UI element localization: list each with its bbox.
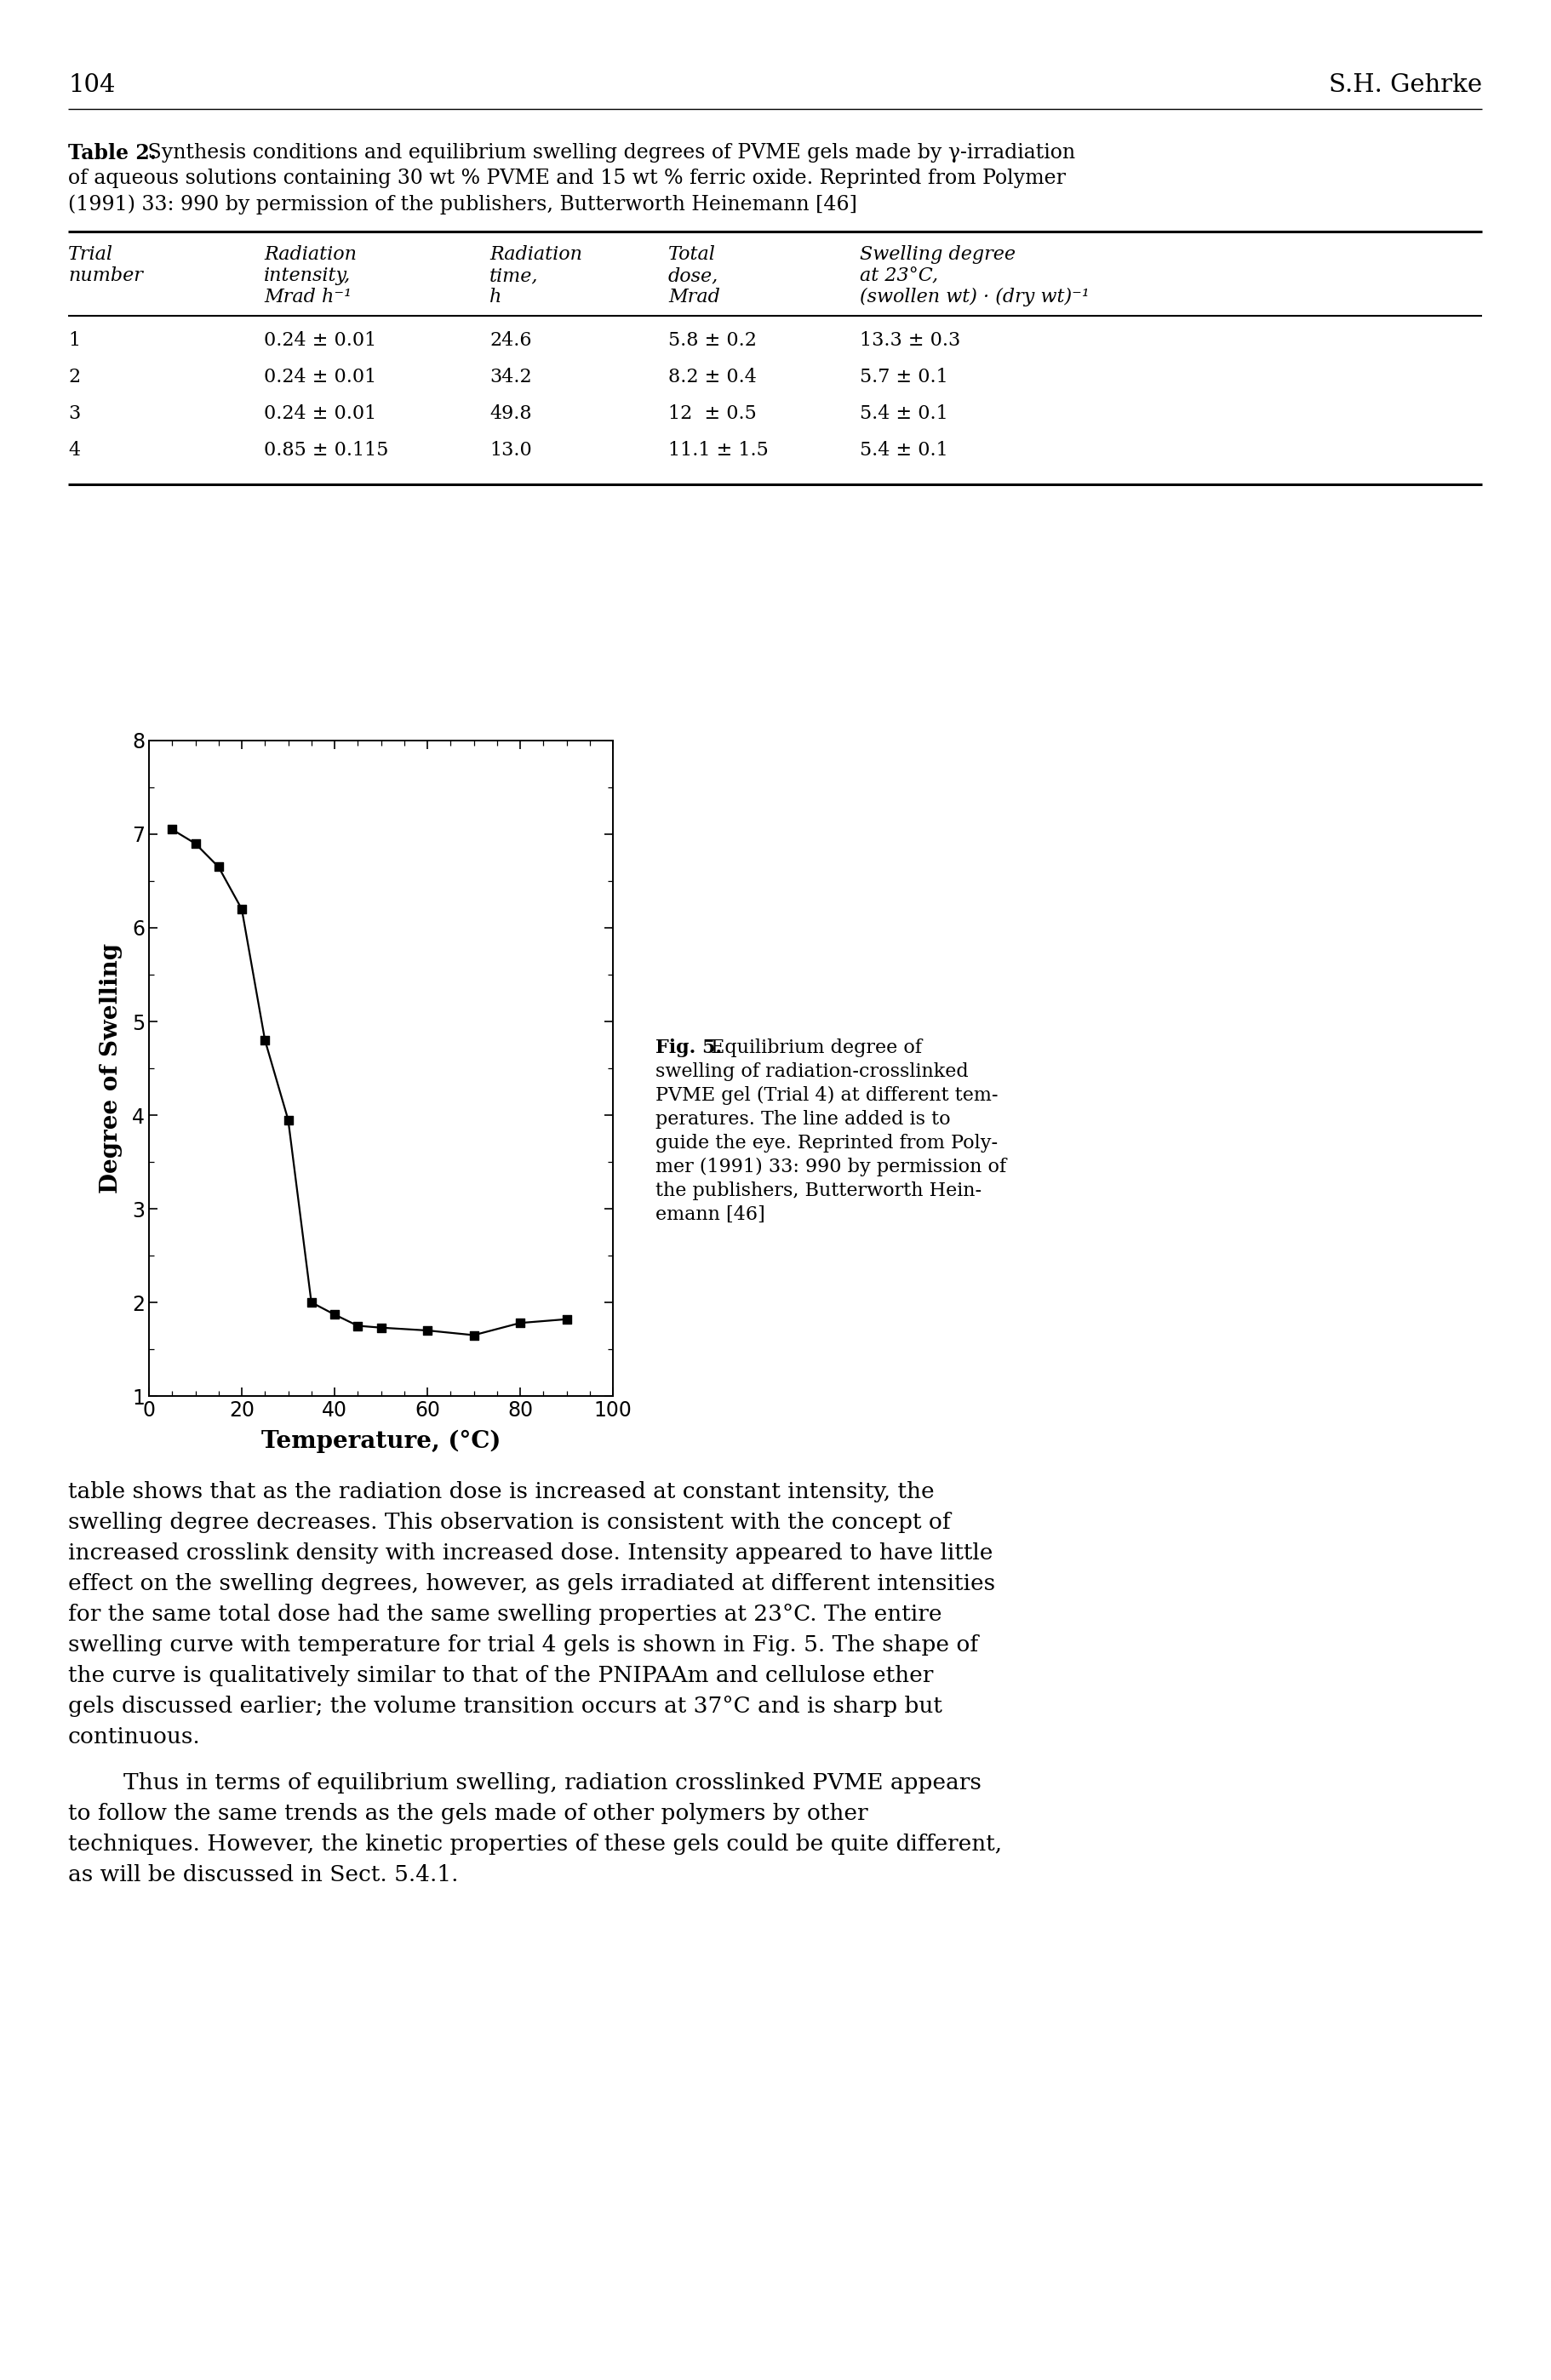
Text: as will be discussed in Sect. 5.4.1.: as will be discussed in Sect. 5.4.1. — [68, 1864, 459, 1885]
Text: mer (1991) 33: 990 by permission of: mer (1991) 33: 990 by permission of — [656, 1157, 1007, 1176]
Y-axis label: Degree of Swelling: Degree of Swelling — [99, 942, 123, 1192]
X-axis label: Temperature, (°C): Temperature, (°C) — [261, 1430, 501, 1454]
Point — [160, 812, 185, 850]
Text: guide the eye. Reprinted from Poly-: guide the eye. Reprinted from Poly- — [656, 1133, 997, 1152]
Text: 34.2: 34.2 — [490, 369, 532, 386]
Text: table shows that as the radiation dose is increased at constant intensity, the: table shows that as the radiation dose i… — [68, 1480, 934, 1502]
Text: Fig. 5.: Fig. 5. — [656, 1038, 721, 1057]
Text: intensity,: intensity, — [264, 267, 351, 286]
Point — [369, 1309, 394, 1347]
Text: S.H. Gehrke: S.H. Gehrke — [1329, 74, 1483, 98]
Text: increased crosslink density with increased dose. Intensity appeared to have litt: increased crosslink density with increas… — [68, 1542, 993, 1564]
Text: 12  ± 0.5: 12 ± 0.5 — [668, 405, 757, 424]
Text: the publishers, Butterworth Hein-: the publishers, Butterworth Hein- — [656, 1180, 982, 1200]
Text: 5.4 ± 0.1: 5.4 ± 0.1 — [859, 440, 948, 459]
Point — [346, 1307, 371, 1345]
Text: Thus in terms of equilibrium swelling, radiation crosslinked PVME appears: Thus in terms of equilibrium swelling, r… — [124, 1773, 982, 1795]
Point — [253, 1021, 278, 1059]
Text: 0.24 ± 0.01: 0.24 ± 0.01 — [264, 369, 377, 386]
Text: 0.24 ± 0.01: 0.24 ± 0.01 — [264, 405, 377, 424]
Text: 24.6: 24.6 — [490, 331, 532, 350]
Point — [461, 1316, 485, 1354]
Text: 11.1 ± 1.5: 11.1 ± 1.5 — [668, 440, 768, 459]
Text: (1991) 33: 990 by permission of the publishers, Butterworth Heinemann [46]: (1991) 33: 990 by permission of the publ… — [68, 195, 858, 214]
Text: 5.4 ± 0.1: 5.4 ± 0.1 — [859, 405, 948, 424]
Point — [183, 823, 208, 862]
Point — [554, 1299, 579, 1338]
Text: peratures. The line added is to: peratures. The line added is to — [656, 1109, 951, 1128]
Text: 0.24 ± 0.01: 0.24 ± 0.01 — [264, 331, 377, 350]
Text: the curve is qualitatively similar to that of the PNIPAAm and cellulose ether: the curve is qualitatively similar to th… — [68, 1666, 934, 1687]
Text: of aqueous solutions containing 30 wt % PVME and 15 wt % ferric oxide. Reprinted: of aqueous solutions containing 30 wt % … — [68, 169, 1066, 188]
Text: swelling curve with temperature for trial 4 gels is shown in Fig. 5. The shape o: swelling curve with temperature for tria… — [68, 1635, 979, 1656]
Text: dose,: dose, — [668, 267, 718, 286]
Text: Trial: Trial — [68, 245, 113, 264]
Text: at 23°C,: at 23°C, — [859, 267, 938, 286]
Text: PVME gel (Trial 4) at different tem-: PVME gel (Trial 4) at different tem- — [656, 1085, 999, 1104]
Text: number: number — [68, 267, 143, 286]
Text: Total: Total — [668, 245, 717, 264]
Text: 4: 4 — [68, 440, 81, 459]
Point — [276, 1100, 301, 1138]
Point — [230, 890, 254, 928]
Text: gels discussed earlier; the volume transition occurs at 37°C and is sharp but: gels discussed earlier; the volume trans… — [68, 1695, 943, 1716]
Point — [206, 847, 231, 885]
Text: 1: 1 — [68, 331, 81, 350]
Text: Radiation: Radiation — [490, 245, 582, 264]
Text: to follow the same trends as the gels made of other polymers by other: to follow the same trends as the gels ma… — [68, 1804, 869, 1823]
Text: effect on the swelling degrees, however, as gels irradiated at different intensi: effect on the swelling degrees, however,… — [68, 1573, 996, 1595]
Text: Swelling degree: Swelling degree — [859, 245, 1016, 264]
Text: swelling degree decreases. This observation is consistent with the concept of: swelling degree decreases. This observat… — [68, 1511, 951, 1533]
Text: h: h — [490, 288, 501, 307]
Text: techniques. However, the kinetic properties of these gels could be quite differe: techniques. However, the kinetic propert… — [68, 1833, 1002, 1854]
Text: Table 2.: Table 2. — [68, 143, 157, 164]
Point — [507, 1304, 532, 1342]
Text: 5.7 ± 0.1: 5.7 ± 0.1 — [859, 369, 948, 386]
Text: 8.2 ± 0.4: 8.2 ± 0.4 — [668, 369, 757, 386]
Point — [299, 1283, 324, 1321]
Text: Radiation: Radiation — [264, 245, 357, 264]
Text: 2: 2 — [68, 369, 81, 386]
Text: 3: 3 — [68, 405, 81, 424]
Text: (swollen wt) · (dry wt)⁻¹: (swollen wt) · (dry wt)⁻¹ — [859, 288, 1089, 307]
Text: continuous.: continuous. — [68, 1726, 200, 1747]
Text: 13.0: 13.0 — [490, 440, 532, 459]
Point — [323, 1295, 347, 1333]
Text: Equilibrium degree of: Equilibrium degree of — [704, 1038, 921, 1057]
Point — [416, 1311, 440, 1349]
Text: 49.8: 49.8 — [490, 405, 532, 424]
Text: Synthesis conditions and equilibrium swelling degrees of PVME gels made by γ-irr: Synthesis conditions and equilibrium swe… — [141, 143, 1075, 162]
Text: emann [46]: emann [46] — [656, 1204, 765, 1223]
Text: Mrad: Mrad — [668, 288, 720, 307]
Text: Mrad h⁻¹: Mrad h⁻¹ — [264, 288, 352, 307]
Text: 13.3 ± 0.3: 13.3 ± 0.3 — [859, 331, 960, 350]
Text: for the same total dose had the same swelling properties at 23°C. The entire: for the same total dose had the same swe… — [68, 1604, 941, 1626]
Text: swelling of radiation-crosslinked: swelling of radiation-crosslinked — [656, 1061, 968, 1081]
Text: 5.8 ± 0.2: 5.8 ± 0.2 — [668, 331, 757, 350]
Text: 104: 104 — [68, 74, 115, 98]
Text: time,: time, — [490, 267, 538, 286]
Text: 0.85 ± 0.115: 0.85 ± 0.115 — [264, 440, 388, 459]
